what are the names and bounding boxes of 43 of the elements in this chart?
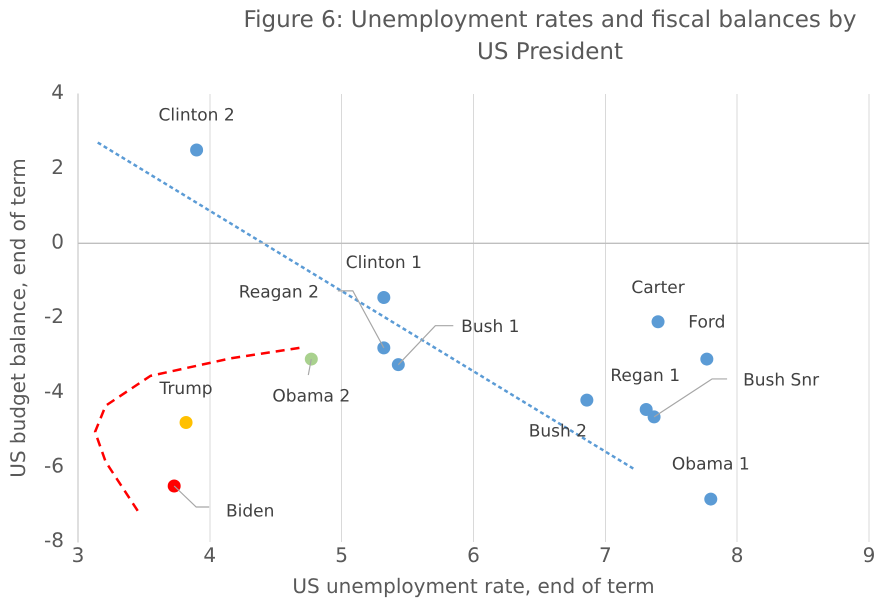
point: [180, 416, 193, 430]
point: [648, 410, 661, 424]
point: [377, 290, 390, 304]
point: [652, 315, 665, 328]
data-label: Biden: [226, 501, 274, 522]
data-label: Regan 1: [610, 366, 680, 386]
data-label: Carter: [631, 278, 685, 298]
y-axis-title: US budget balance, end of term: [6, 158, 30, 478]
point: [704, 492, 718, 506]
point: [700, 352, 714, 366]
chart-title: Figure 6: Unemployment rates and fiscal balances by US President: [242, 6, 858, 67]
data-label: Reagan 2: [238, 282, 319, 302]
data-label: Obama 2: [272, 386, 350, 406]
x-tick-label: 3: [72, 543, 84, 568]
y-tick-label: -2: [44, 304, 64, 328]
x-tick-label: 6: [467, 543, 480, 568]
data-label: Obama 1: [672, 454, 750, 474]
data-label: Bush 1: [461, 317, 520, 338]
y-tick-label: -6: [44, 454, 64, 478]
point: [580, 394, 594, 407]
point: [640, 402, 653, 416]
point: [190, 144, 204, 156]
y-tick-label: 0: [51, 230, 64, 254]
point: [168, 480, 181, 492]
y-tick-label: -4: [44, 378, 64, 403]
x-axis-title: US unemployment rate, end of term: [292, 574, 655, 598]
data-label: Trump: [158, 378, 213, 399]
y-tick-label: -8: [44, 528, 64, 552]
y-tick-label: 4: [51, 80, 64, 104]
x-tick-label: 7: [598, 543, 612, 568]
x-tick-label: 5: [335, 543, 348, 568]
point: [377, 341, 390, 354]
data-label: Bush Snr: [743, 370, 820, 390]
x-tick-label: 9: [862, 543, 876, 568]
y-tick-label: 2: [51, 154, 64, 179]
data-label: Ford: [688, 312, 726, 332]
data-label: Clinton 2: [158, 105, 235, 126]
point: [392, 358, 405, 372]
x-tick-label: 4: [203, 543, 216, 568]
x-tick-label: 8: [730, 543, 744, 568]
data-label: Clinton 1: [346, 252, 422, 273]
data-label: Bush 2: [528, 422, 588, 442]
point: [304, 352, 318, 366]
